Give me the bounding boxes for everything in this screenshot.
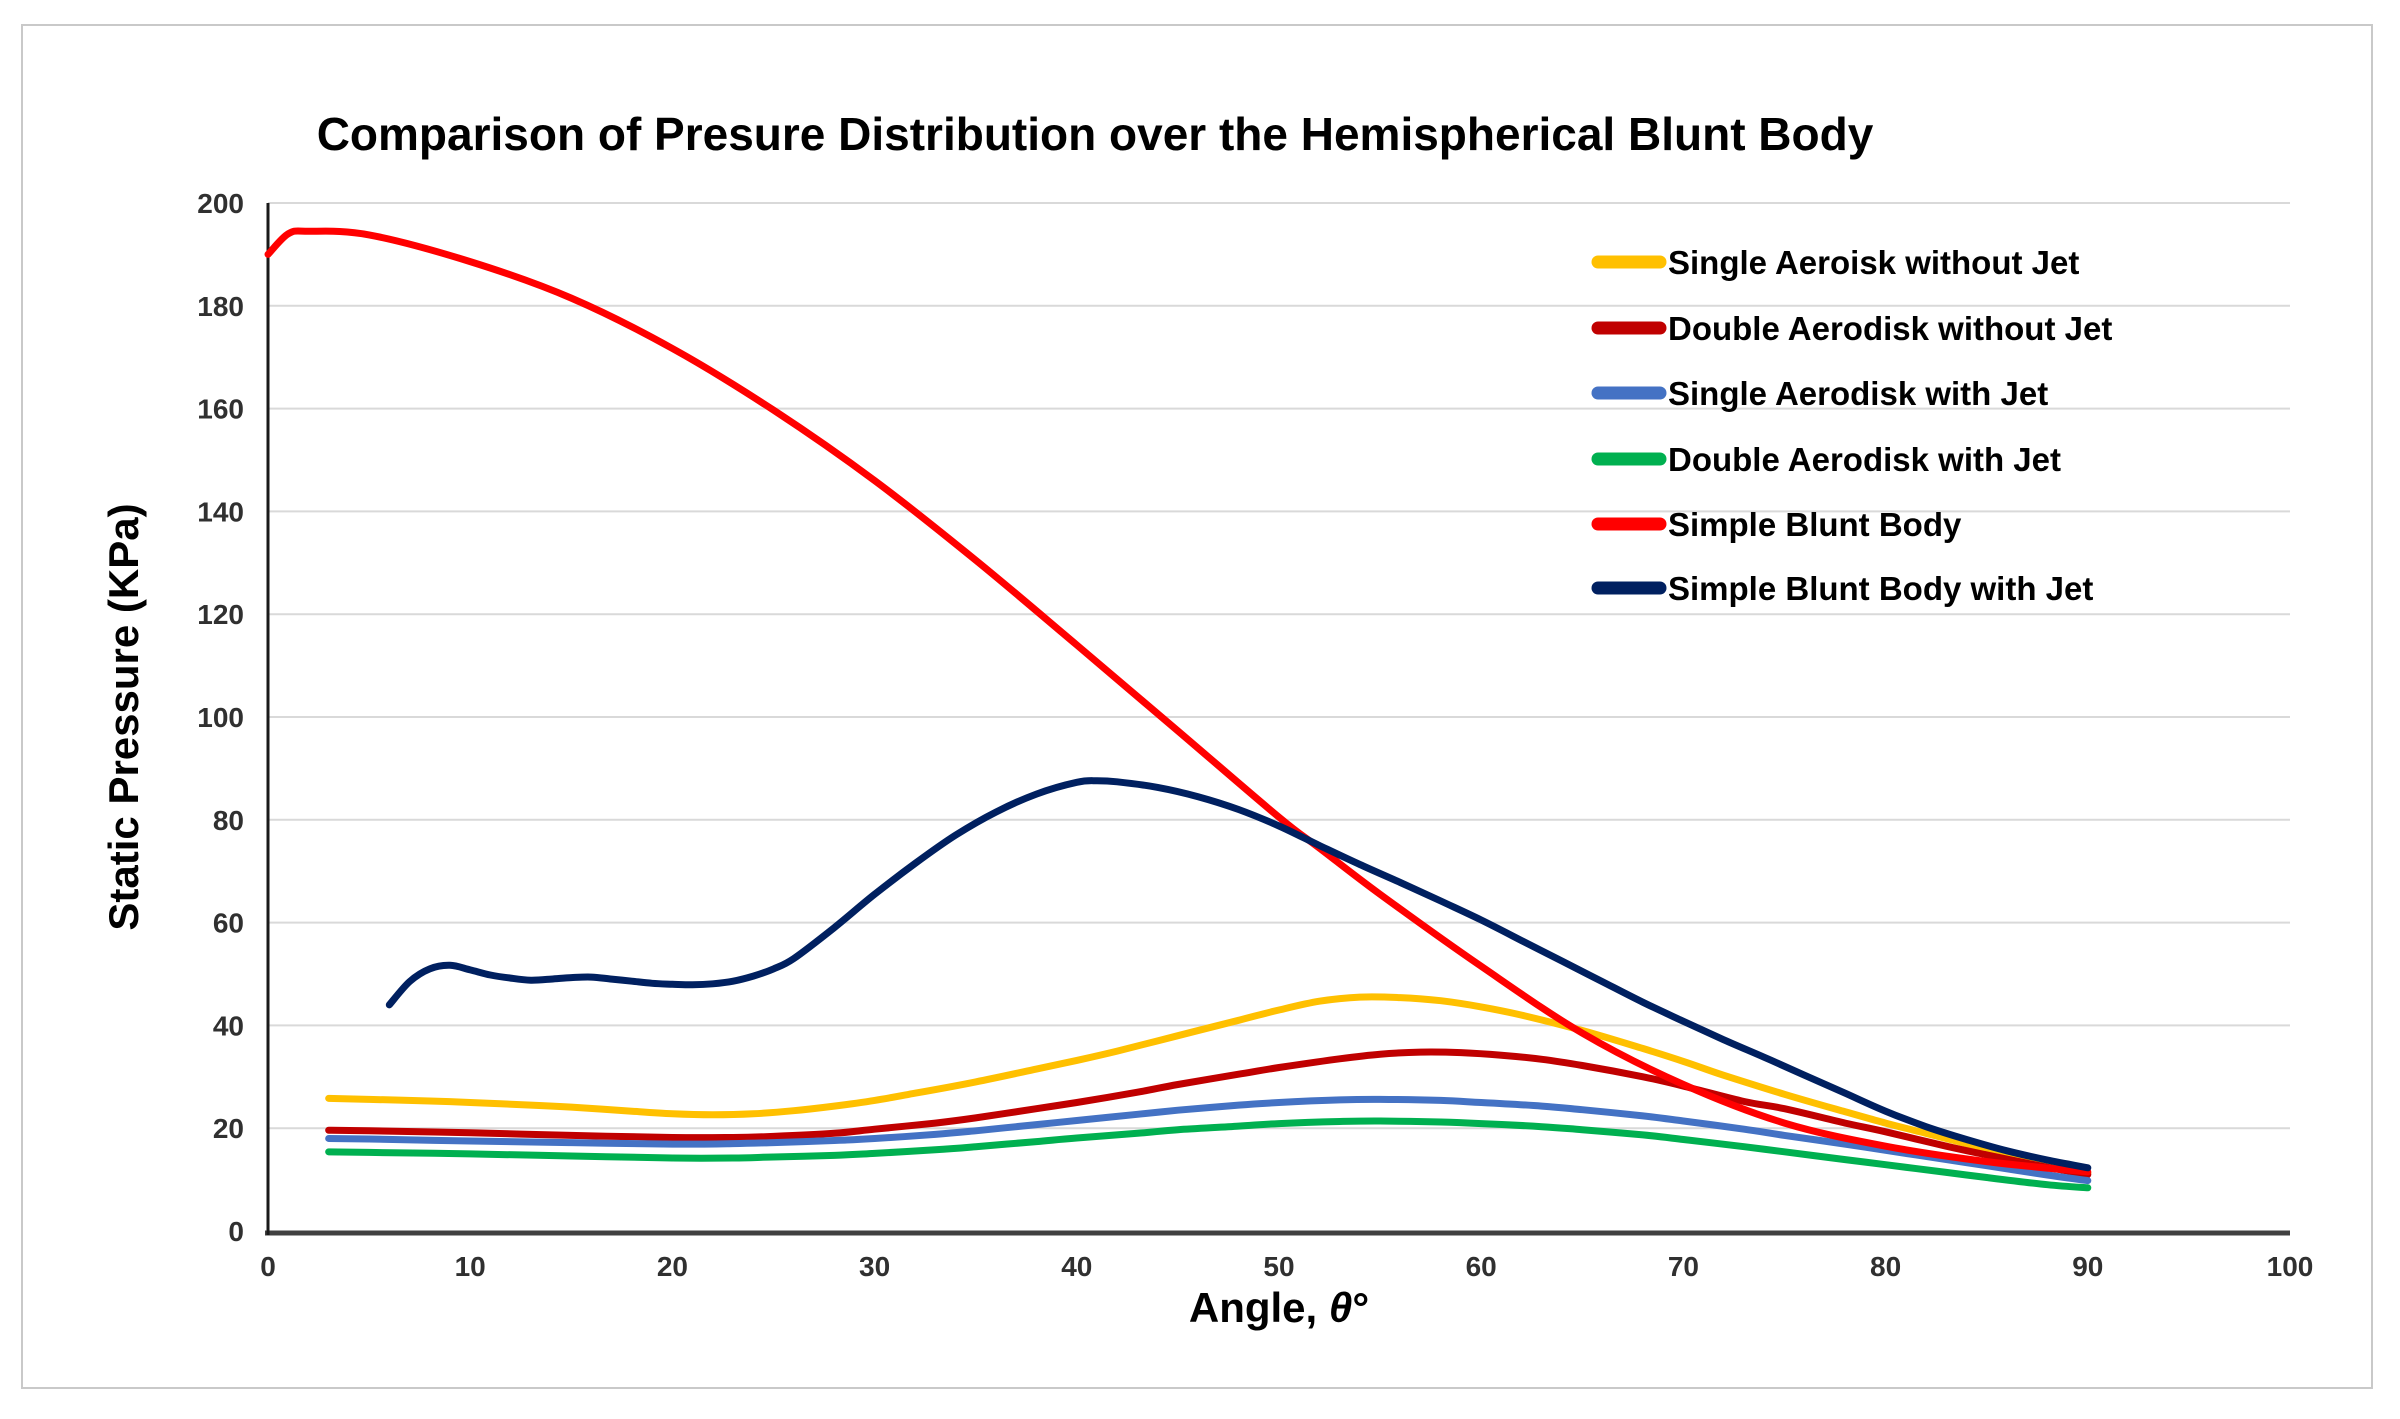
- x-tick-label-10: 10: [455, 1251, 486, 1282]
- series-line-single-aerodisk-with-jet: [325, 1095, 2092, 1185]
- y-tick-label-200: 200: [197, 188, 244, 219]
- series-line-simple-blunt-body: [264, 227, 2092, 1176]
- x-tick-label-40: 40: [1061, 1251, 1092, 1282]
- y-tick-label-180: 180: [197, 291, 244, 322]
- x-tick-label-20: 20: [657, 1251, 688, 1282]
- y-tick-label-40: 40: [213, 1010, 244, 1041]
- legend-label-double-aerodisk-without-jet: Double Aerodisk without Jet: [1668, 310, 2112, 347]
- legend-item-double-aerodisk-without-jet: Double Aerodisk without Jet: [1591, 310, 2112, 347]
- legend-item-single-aeroisk-without-jet: Single Aeroisk without Jet: [1591, 244, 2079, 281]
- y-tick-label-20: 20: [213, 1113, 244, 1144]
- legend-item-single-aerodisk-with-jet: Single Aerodisk with Jet: [1591, 375, 2048, 412]
- y-axis-tick-labels: 0 20 40 60 80 100 120 140 160 180 200: [197, 188, 244, 1247]
- x-tick-label-80: 80: [1870, 1251, 1901, 1282]
- legend-label-simple-blunt-body-with-jet: Simple Blunt Body with Jet: [1668, 570, 2093, 607]
- legend: Single Aeroisk without Jet Double Aerodis…: [1591, 244, 2112, 607]
- x-tick-label-0: 0: [260, 1251, 276, 1282]
- series-line-single-aeroisk-without-jet: [325, 993, 2092, 1177]
- y-axis-title: Static Pressure (KPa): [100, 503, 147, 930]
- y-tick-label-80: 80: [213, 805, 244, 836]
- legend-item-double-aerodisk-with-jet: Double Aerodisk with Jet: [1591, 441, 2061, 478]
- legend-label-single-aeroisk-without-jet: Single Aeroisk without Jet: [1668, 244, 2079, 281]
- series-line-simple-blunt-body-with-jet: [385, 777, 2092, 1172]
- legend-label-simple-blunt-body: Simple Blunt Body: [1668, 506, 1962, 543]
- legend-label-double-aerodisk-with-jet: Double Aerodisk with Jet: [1668, 441, 2061, 478]
- x-tick-label-50: 50: [1263, 1251, 1294, 1282]
- y-tick-label-120: 120: [197, 599, 244, 630]
- y-tick-label-100: 100: [197, 702, 244, 733]
- x-axis-title: Angle, θ°: [1189, 1284, 1369, 1331]
- x-tick-label-100: 100: [2267, 1251, 2314, 1282]
- x-axis-title-theta-symbol: θ: [1329, 1284, 1352, 1331]
- legend-item-simple-blunt-body-with-jet: Simple Blunt Body with Jet: [1591, 570, 2093, 607]
- gridlines: [268, 202, 2290, 1130]
- legend-label-single-aerodisk-with-jet: Single Aerodisk with Jet: [1668, 375, 2048, 412]
- figure-border: [21, 24, 2373, 1389]
- x-axis-tick-labels: 0 10 20 30 40 50 60 70 80 90 100: [260, 1251, 2313, 1282]
- x-axis-title-prefix: Angle,: [1189, 1284, 1329, 1331]
- axes: [265, 203, 2290, 1236]
- series-line-double-aerodisk-without-jet: [325, 1048, 2092, 1178]
- x-axis-title-degree-suffix: °: [1352, 1284, 1369, 1331]
- series-lines: [264, 227, 2092, 1192]
- legend-item-simple-blunt-body: Simple Blunt Body: [1591, 506, 1962, 543]
- y-tick-label-60: 60: [213, 908, 244, 939]
- x-tick-label-90: 90: [2072, 1251, 2103, 1282]
- x-tick-label-30: 30: [859, 1251, 890, 1282]
- y-tick-label-140: 140: [197, 496, 244, 527]
- chart-title: Comparison of Presure Distribution over …: [317, 108, 1874, 160]
- x-tick-label-60: 60: [1466, 1251, 1497, 1282]
- x-tick-label-70: 70: [1668, 1251, 1699, 1282]
- series-line-double-aerodisk-with-jet: [325, 1117, 2092, 1192]
- y-tick-label-160: 160: [197, 394, 244, 425]
- y-tick-label-0: 0: [228, 1216, 244, 1247]
